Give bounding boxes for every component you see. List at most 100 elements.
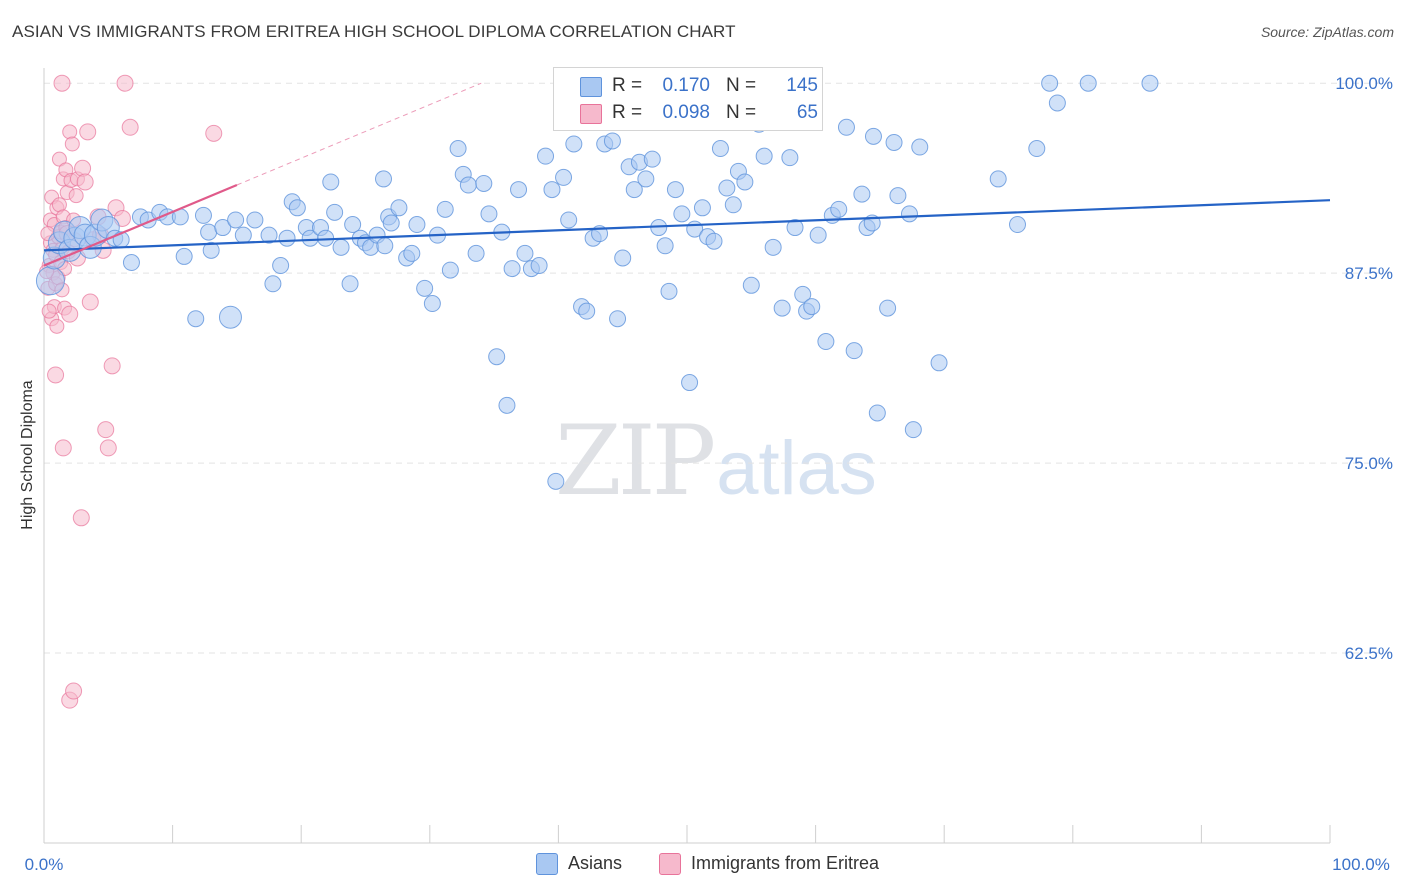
axes	[43, 68, 1331, 844]
asian-point	[510, 181, 528, 199]
asian-point	[1041, 74, 1059, 92]
asian-point	[666, 181, 684, 199]
asian-point	[200, 223, 218, 241]
eritrea-point	[116, 74, 134, 92]
asian-point	[660, 282, 678, 300]
asian-point	[837, 118, 855, 136]
asian-point	[278, 229, 296, 247]
asian-point	[736, 173, 754, 191]
chart-title: ASIAN VS IMMIGRANTS FROM ERITREA HIGH SC…	[12, 22, 736, 41]
tick-labels: 62.5% 75.0% 87.5% 100.0% 0.0% 100.0%	[25, 74, 1393, 874]
asian-point	[218, 305, 242, 329]
asian-point	[408, 216, 426, 234]
asian-point	[288, 199, 306, 217]
asian-point	[609, 310, 627, 328]
asian-point	[227, 211, 245, 229]
asian-point	[503, 260, 521, 278]
eritrea-point	[205, 124, 223, 142]
asian-point	[560, 211, 578, 229]
asian-point	[467, 244, 485, 262]
x-tick-label-min: 0.0%	[25, 855, 64, 874]
asian-point	[436, 200, 454, 218]
asian-point	[1028, 140, 1046, 158]
asian-point	[260, 226, 278, 244]
asian-point	[830, 200, 848, 218]
asian-point	[868, 404, 886, 422]
asian-point	[530, 257, 548, 275]
r-label: R =	[612, 75, 643, 96]
asian-point	[416, 279, 434, 297]
eritrea-point	[103, 357, 121, 375]
asian-point	[885, 133, 903, 151]
n-value-eritrea: 65	[796, 102, 818, 123]
eritrea-point	[65, 682, 83, 700]
asian-point	[1141, 74, 1159, 92]
y-tick-label: 75.0%	[1345, 454, 1393, 473]
watermark: ZIPatlas	[555, 405, 877, 517]
legend-label-eritrea: Immigrants from Eritrea	[691, 853, 880, 873]
asian-point	[175, 247, 193, 265]
asian-point	[809, 226, 827, 244]
asian-point	[376, 237, 394, 255]
asian-point	[332, 238, 350, 256]
asian-point	[187, 310, 205, 328]
eritrea-point	[41, 303, 57, 319]
asian-point	[475, 174, 493, 192]
asian-point	[705, 232, 723, 250]
asian-point	[879, 299, 897, 317]
asian-point	[272, 257, 290, 275]
eritrea-points	[39, 74, 223, 709]
legend-label-asians: Asians	[568, 853, 623, 873]
asian-point	[194, 206, 212, 224]
eritrea-point	[99, 439, 117, 457]
asian-point	[326, 203, 344, 221]
asian-point	[853, 185, 871, 203]
asian-point	[35, 266, 65, 296]
eritrea-point	[76, 173, 94, 191]
asian-point	[565, 135, 583, 153]
asian-point	[889, 187, 907, 205]
asian-point	[603, 132, 621, 150]
asian-point	[214, 219, 232, 237]
y-tick-label: 62.5%	[1345, 644, 1393, 663]
asian-point	[625, 181, 643, 199]
asian-point	[1009, 216, 1027, 234]
asian-point	[516, 244, 534, 262]
asian-point	[803, 298, 821, 316]
n-label: N =	[726, 75, 757, 96]
gridlines	[44, 82, 1392, 654]
asians-trend-line	[43, 199, 1331, 252]
asian-point	[764, 238, 782, 256]
legend-swatch-eritrea	[580, 104, 602, 124]
eritrea-trend-extension	[236, 82, 482, 186]
asian-point	[488, 348, 506, 366]
asian-point	[1048, 94, 1066, 112]
chart-source: Source: ZipAtlas.com	[1260, 24, 1394, 40]
legend-swatch-asians	[536, 853, 558, 875]
asian-point	[441, 261, 459, 279]
eritrea-point	[62, 124, 78, 140]
n-value-asians: 145	[786, 75, 818, 96]
asian-point	[1079, 74, 1097, 92]
asian-point	[773, 299, 791, 317]
asian-point	[498, 396, 516, 414]
asian-point	[403, 244, 421, 262]
asian-point	[382, 214, 400, 232]
asian-point	[322, 173, 340, 191]
eritrea-point	[79, 123, 97, 141]
asian-point	[786, 219, 804, 237]
asian-point	[911, 138, 929, 156]
asian-point	[614, 249, 632, 267]
eritrea-point	[97, 421, 115, 439]
eritrea-point	[54, 439, 72, 457]
asian-point	[718, 179, 736, 197]
eritrea-trend-line	[43, 183, 238, 267]
asian-point	[246, 211, 264, 229]
asian-points	[35, 74, 1159, 490]
asian-point	[341, 275, 359, 293]
asian-point	[637, 170, 655, 188]
eritrea-point	[61, 305, 79, 323]
eritrea-point	[49, 318, 65, 334]
asian-point	[578, 302, 596, 320]
